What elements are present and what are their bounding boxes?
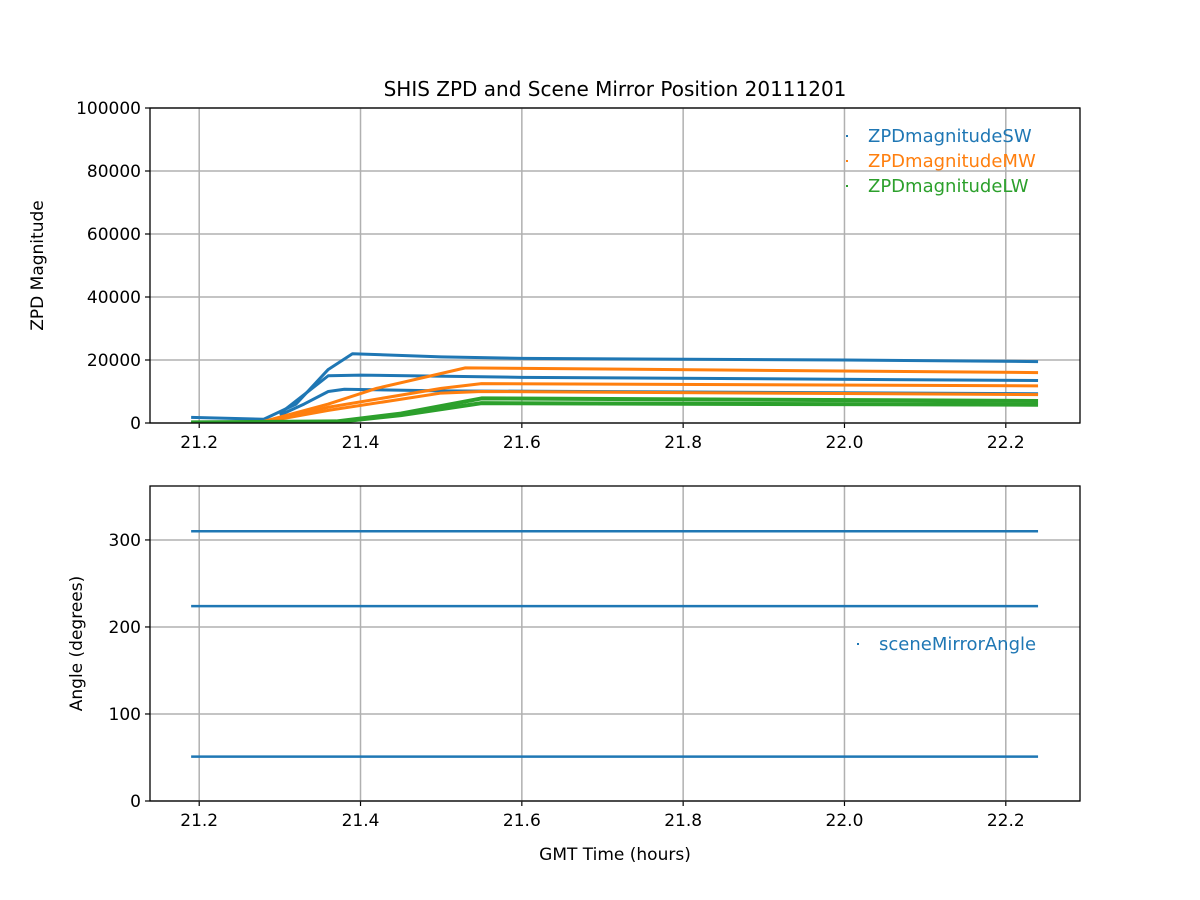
legend: sceneMirrorAngle xyxy=(857,634,1036,655)
legend-marker xyxy=(846,160,848,162)
series-ZPDmagnitudeLW-7 xyxy=(191,401,1039,423)
axes-2: 21.2 21.4 21.6 21.8 22.0 22.2 0 100 200 300 GMT Ti… xyxy=(67,485,1081,865)
legend-marker xyxy=(846,135,848,137)
axes-frame xyxy=(149,107,1081,424)
series-ZPDmagnitudeMW-5 xyxy=(263,390,1039,423)
x-tick-label: 21.8 xyxy=(664,433,702,453)
x-axis-label: GMT Time (hours) xyxy=(539,845,691,865)
x-tick-label: 21.4 xyxy=(342,811,380,831)
y-tick-label: 20000 xyxy=(87,351,141,371)
series-ZPDmagnitudeMW-3 xyxy=(263,366,1039,423)
y-tick-label: 60000 xyxy=(87,225,141,245)
y-tick-label: 100000 xyxy=(76,99,141,119)
axes-frame xyxy=(149,485,1081,802)
legend-entry: ZPDmagnitudeSW xyxy=(868,126,1032,147)
legend-entry: ZPDmagnitudeLW xyxy=(868,176,1029,197)
y-tick-label: 300 xyxy=(109,531,141,551)
y-tick-label: 80000 xyxy=(87,162,141,182)
y-tick-label: 200 xyxy=(109,618,141,638)
series-ZPDmagnitudeMW-4 xyxy=(263,382,1039,423)
x-tick-label: 21.6 xyxy=(503,811,541,831)
x-tick-label: 21.4 xyxy=(342,433,380,453)
legend-marker xyxy=(846,185,848,187)
x-tick-label: 21.2 xyxy=(180,433,218,453)
series-ZPDmagnitudeSW-0 xyxy=(191,352,1039,421)
y-axis-label: ZPD Magnitude xyxy=(28,200,48,330)
x-tick-label: 22.0 xyxy=(826,811,864,831)
y-axis-label: Angle (degrees) xyxy=(67,576,87,711)
x-tick-label: 22.2 xyxy=(987,811,1025,831)
y-tick-label: 40000 xyxy=(87,288,141,308)
y-tick-label: 0 xyxy=(130,414,141,434)
x-tick-label: 21.8 xyxy=(664,811,702,831)
y-tick-label: 100 xyxy=(109,705,141,725)
x-tick-label: 21.2 xyxy=(180,811,218,831)
legend-entry: sceneMirrorAngle xyxy=(879,634,1036,655)
chart-title: SHIS ZPD and Scene Mirror Position 20111… xyxy=(384,77,847,101)
legend-entry: ZPDmagnitudeMW xyxy=(868,151,1036,172)
axes-1: 21.2 21.4 21.6 21.8 22.0 22.2 0 20000 40000 60000… xyxy=(28,77,1081,453)
x-tick-label: 22.0 xyxy=(826,433,864,453)
legend-marker xyxy=(857,643,859,645)
x-tick-label: 22.2 xyxy=(987,433,1025,453)
y-tick-label: 0 xyxy=(130,792,141,812)
series-ZPDmagnitudeSW-1 xyxy=(278,373,1039,415)
legend: ZPDmagnitudeSW ZPDmagnitudeMW ZPDmagnitude… xyxy=(846,126,1036,197)
x-tick-label: 21.6 xyxy=(503,433,541,453)
